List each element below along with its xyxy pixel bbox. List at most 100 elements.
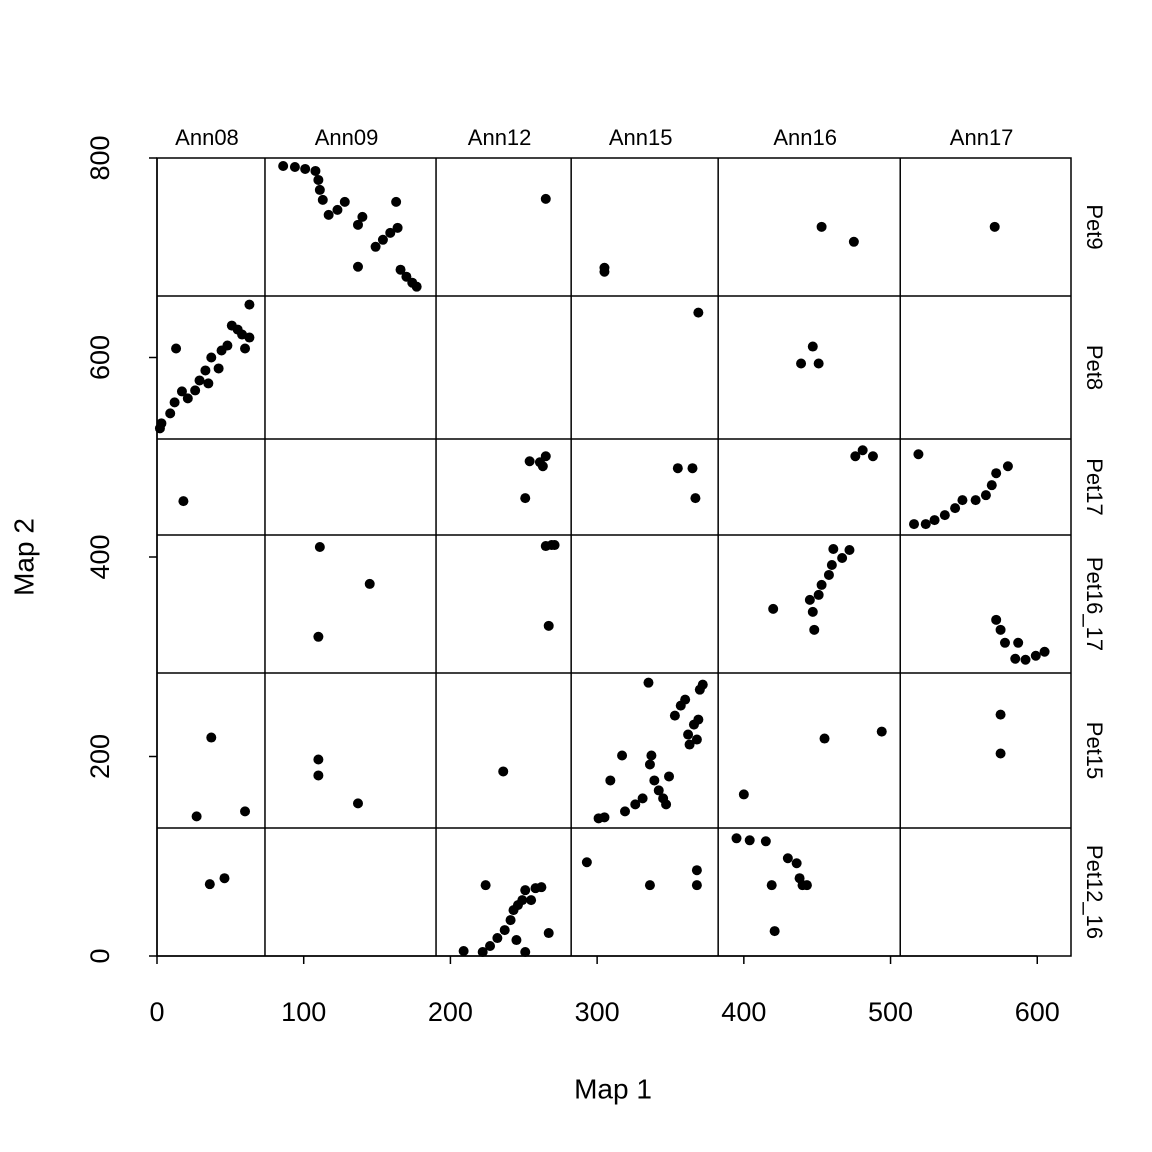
point xyxy=(769,926,780,937)
point xyxy=(219,873,230,884)
y-tick-label: 800 xyxy=(85,135,115,180)
point xyxy=(300,163,311,174)
point xyxy=(278,160,289,171)
point xyxy=(823,569,834,580)
point xyxy=(1030,650,1041,661)
point xyxy=(693,714,704,725)
point xyxy=(520,885,531,896)
point xyxy=(826,559,837,570)
point xyxy=(156,418,167,429)
point xyxy=(684,739,695,750)
point xyxy=(357,211,368,222)
point xyxy=(920,519,931,530)
point xyxy=(169,397,180,408)
row-label: Pet15 xyxy=(1082,722,1107,780)
point xyxy=(649,775,660,786)
point xyxy=(867,451,878,462)
column-label: Ann08 xyxy=(175,125,239,150)
point xyxy=(240,806,251,817)
point xyxy=(669,710,680,721)
point xyxy=(203,378,214,389)
point xyxy=(458,946,469,957)
point xyxy=(929,515,940,526)
point xyxy=(370,241,381,252)
point xyxy=(182,393,193,404)
point xyxy=(680,694,691,705)
point xyxy=(511,935,522,946)
y-axis-title: Map 2 xyxy=(8,518,39,596)
point xyxy=(837,552,848,563)
point xyxy=(782,853,793,864)
point xyxy=(222,340,233,351)
point xyxy=(909,519,920,530)
point xyxy=(693,307,704,318)
point xyxy=(989,221,1000,232)
point xyxy=(644,880,655,891)
point xyxy=(605,775,616,786)
point xyxy=(395,264,406,275)
point xyxy=(672,463,683,474)
point xyxy=(980,490,991,501)
point xyxy=(310,165,321,176)
point xyxy=(644,759,655,770)
point xyxy=(524,456,535,467)
point xyxy=(807,341,818,352)
y-tick-label: 600 xyxy=(85,335,115,380)
point xyxy=(1013,637,1024,648)
point xyxy=(499,925,510,936)
point xyxy=(537,461,548,472)
point xyxy=(385,227,396,238)
x-tick-label: 200 xyxy=(428,997,473,1027)
point xyxy=(970,495,981,506)
point xyxy=(213,363,224,374)
point xyxy=(323,209,334,220)
point xyxy=(731,833,742,844)
point xyxy=(520,493,531,504)
point xyxy=(913,449,924,460)
point xyxy=(165,408,176,419)
point xyxy=(850,451,861,462)
point xyxy=(630,799,641,810)
point xyxy=(939,510,950,521)
point xyxy=(796,358,807,369)
point xyxy=(999,637,1010,648)
point xyxy=(646,750,657,761)
point xyxy=(190,385,201,396)
point xyxy=(178,496,189,507)
point xyxy=(683,729,694,740)
point xyxy=(991,468,1002,479)
point xyxy=(691,734,702,745)
plot-frame xyxy=(156,157,1072,957)
point xyxy=(813,589,824,600)
point xyxy=(200,365,211,376)
point xyxy=(313,631,324,642)
point xyxy=(768,603,779,614)
point xyxy=(857,445,868,456)
point xyxy=(1010,653,1021,664)
point xyxy=(364,578,375,589)
point xyxy=(204,879,215,890)
point xyxy=(520,947,531,958)
point xyxy=(804,594,815,605)
column-label: Ann12 xyxy=(468,125,532,150)
point xyxy=(540,451,551,462)
point xyxy=(313,770,324,781)
point xyxy=(477,947,488,958)
point xyxy=(991,614,1002,625)
x-tick-label: 100 xyxy=(281,997,326,1027)
point xyxy=(543,928,554,939)
point xyxy=(950,503,961,514)
point xyxy=(492,933,503,944)
y-tick-label: 400 xyxy=(85,534,115,579)
x-tick-label: 600 xyxy=(1015,997,1060,1027)
point xyxy=(687,463,698,474)
point xyxy=(828,544,839,555)
point xyxy=(411,281,422,292)
row-label: Pet8 xyxy=(1082,345,1107,390)
point xyxy=(313,754,324,765)
point xyxy=(171,343,182,354)
point xyxy=(194,375,205,386)
point xyxy=(352,219,363,230)
row-label: Pet9 xyxy=(1082,204,1107,249)
point xyxy=(240,343,251,354)
